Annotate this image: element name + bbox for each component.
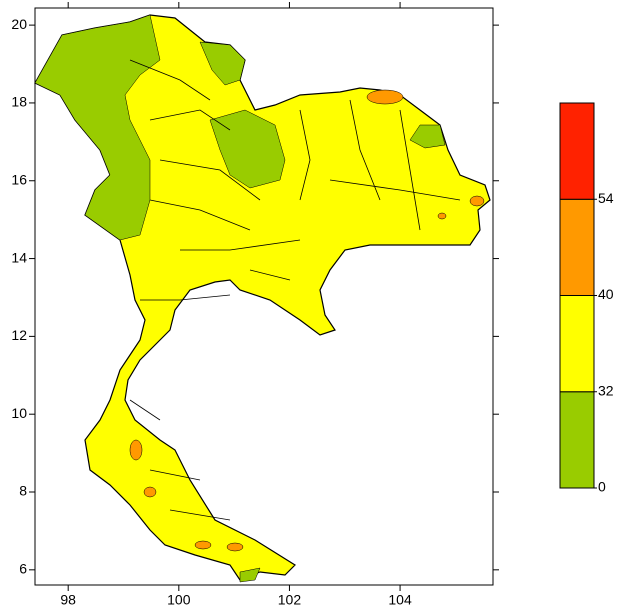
x-tick-label: 104 bbox=[388, 592, 412, 608]
colorbar-segment bbox=[559, 102, 595, 200]
colorbar-label: 54 bbox=[598, 190, 614, 206]
colorbar-label: 0 bbox=[598, 479, 606, 495]
colorbar-segment bbox=[559, 391, 595, 489]
x-tick-label: 102 bbox=[278, 592, 302, 608]
y-tick-label: 8 bbox=[19, 483, 27, 499]
y-tick-label: 18 bbox=[11, 94, 27, 110]
colorbar-label: 32 bbox=[598, 382, 614, 398]
map-body bbox=[34, 14, 491, 583]
orange-zone bbox=[226, 542, 244, 552]
y-tick-label: 12 bbox=[11, 327, 27, 343]
orange-zone bbox=[194, 540, 212, 550]
orange-zone bbox=[469, 195, 485, 207]
green-zone bbox=[239, 567, 261, 583]
orange-zone bbox=[366, 89, 404, 105]
x-tick-label: 100 bbox=[167, 592, 191, 608]
map-frame bbox=[34, 7, 494, 586]
green-zone bbox=[199, 41, 246, 86]
colorbar: 0 32 40 54 bbox=[559, 102, 614, 495]
colorbar-segment bbox=[559, 198, 595, 296]
x-tick-label: 98 bbox=[60, 592, 76, 608]
y-tick-label: 14 bbox=[11, 249, 27, 265]
y-tick-label: 20 bbox=[11, 16, 27, 32]
colorbar-label: 40 bbox=[598, 286, 614, 302]
orange-zone bbox=[129, 439, 143, 461]
province-border bbox=[129, 59, 461, 521]
y-tick-label: 6 bbox=[19, 561, 27, 577]
green-zone bbox=[34, 14, 161, 241]
y-tick-label: 10 bbox=[11, 405, 27, 421]
green-zone bbox=[409, 124, 446, 149]
axes: 98 100 102 104 6 8 10 12 14 16 18 20 bbox=[11, 2, 499, 608]
colorbar-segment bbox=[559, 295, 595, 393]
orange-zone bbox=[437, 212, 447, 220]
orange-zone bbox=[143, 486, 157, 498]
country-shape bbox=[34, 14, 491, 581]
y-tick-label: 16 bbox=[11, 171, 27, 187]
